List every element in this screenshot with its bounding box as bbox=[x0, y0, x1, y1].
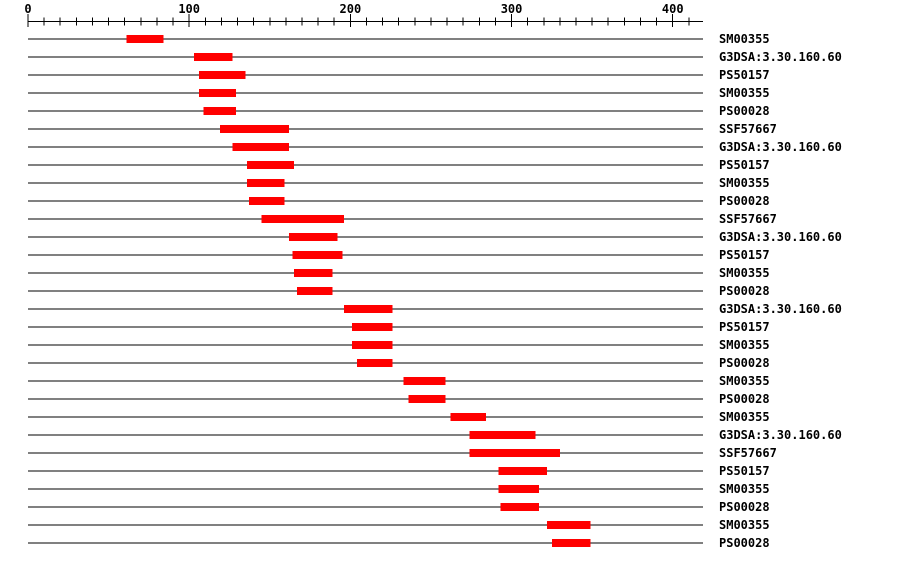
signature-label: PS50157 bbox=[719, 248, 770, 262]
signature-label: G3DSA:3.30.160.60 bbox=[719, 140, 842, 154]
signature-label: G3DSA:3.30.160.60 bbox=[719, 428, 842, 442]
signature-label: PS50157 bbox=[719, 68, 770, 82]
signature-label: SM00355 bbox=[719, 176, 770, 190]
domain-match-bar bbox=[219, 125, 290, 133]
domain-match-bar bbox=[126, 35, 164, 43]
domain-match-bar bbox=[289, 233, 338, 241]
ruler-tick-label: 300 bbox=[501, 2, 523, 16]
signature-label: PS00028 bbox=[719, 356, 770, 370]
domain-match-bar bbox=[469, 431, 536, 439]
domain-match-bar bbox=[498, 485, 539, 493]
signature-label: SM00355 bbox=[719, 266, 770, 280]
signature-label: PS50157 bbox=[719, 158, 770, 172]
domain-match-bar bbox=[203, 107, 236, 115]
signature-label: SSF57667 bbox=[719, 212, 777, 226]
signature-label: SSF57667 bbox=[719, 446, 777, 460]
domain-match-bar bbox=[403, 377, 446, 385]
domain-match-bar bbox=[551, 539, 591, 547]
signature-label: SM00355 bbox=[719, 86, 770, 100]
domain-match-bar bbox=[232, 143, 290, 151]
ruler-tick-label: 200 bbox=[340, 2, 362, 16]
domain-match-bar bbox=[247, 179, 285, 187]
signature-label: PS50157 bbox=[719, 464, 770, 478]
signature-label: SSF57667 bbox=[719, 122, 777, 136]
signature-label: SM00355 bbox=[719, 338, 770, 352]
signature-label: PS00028 bbox=[719, 104, 770, 118]
signature-label: PS00028 bbox=[719, 194, 770, 208]
domain-match-bar bbox=[500, 503, 539, 511]
domain-match-bar bbox=[351, 323, 393, 331]
domain-match-bar bbox=[293, 269, 333, 277]
signature-label: PS00028 bbox=[719, 536, 770, 550]
signature-label: SM00355 bbox=[719, 518, 770, 532]
signature-label: PS00028 bbox=[719, 392, 770, 406]
domain-match-bar bbox=[247, 161, 294, 169]
domain-match-bar bbox=[450, 413, 486, 421]
ruler-tick-label: 400 bbox=[662, 2, 684, 16]
signature-label: G3DSA:3.30.160.60 bbox=[719, 230, 842, 244]
domain-match-bar bbox=[546, 521, 591, 529]
domain-match-bar bbox=[343, 305, 393, 313]
domain-match-bar bbox=[469, 449, 560, 457]
signature-label: G3DSA:3.30.160.60 bbox=[719, 50, 842, 64]
domain-match-bar bbox=[248, 197, 285, 205]
signature-label: G3DSA:3.30.160.60 bbox=[719, 302, 842, 316]
domain-match-bar bbox=[198, 89, 236, 97]
domain-match-bar bbox=[408, 395, 446, 403]
domain-match-bar bbox=[261, 215, 344, 223]
signature-label: PS00028 bbox=[719, 500, 770, 514]
domain-match-bar bbox=[356, 359, 393, 367]
domain-match-bar bbox=[198, 71, 246, 79]
signature-label: PS00028 bbox=[719, 284, 770, 298]
ruler-tick-label: 100 bbox=[178, 2, 200, 16]
domain-match-bar bbox=[297, 287, 333, 295]
domain-match-bar bbox=[292, 251, 343, 259]
domain-match-bar bbox=[194, 53, 233, 61]
ruler-tick-label: 0 bbox=[24, 2, 31, 16]
signature-label: PS50157 bbox=[719, 320, 770, 334]
signature-label: SM00355 bbox=[719, 32, 770, 46]
signature-label: SM00355 bbox=[719, 482, 770, 496]
domain-match-bar bbox=[498, 467, 547, 475]
signature-label: SM00355 bbox=[719, 410, 770, 424]
domain-match-bar bbox=[351, 341, 393, 349]
signature-label: SM00355 bbox=[719, 374, 770, 388]
